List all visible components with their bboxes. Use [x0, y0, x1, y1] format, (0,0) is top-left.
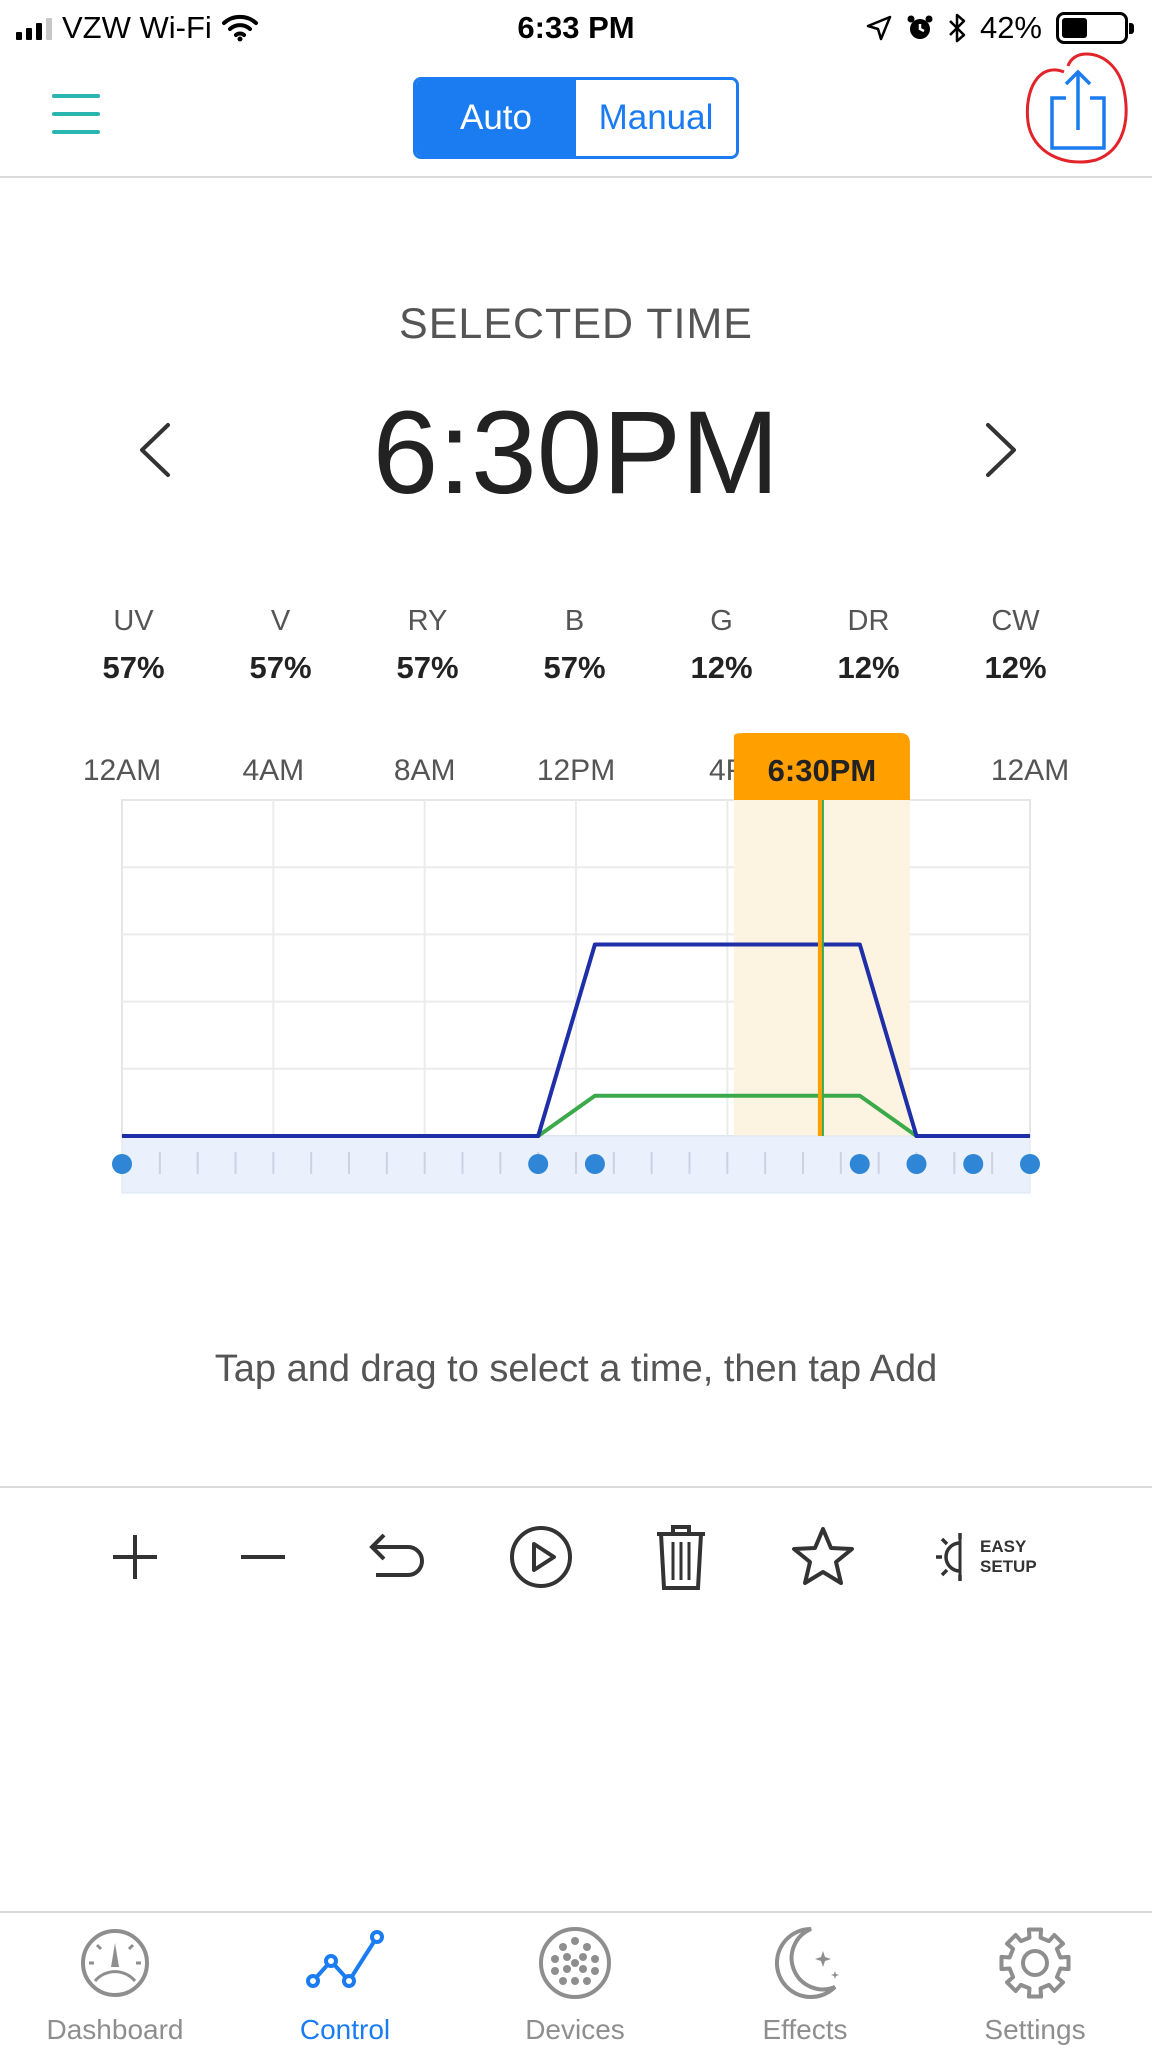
- channel-b: B 57%: [543, 605, 606, 685]
- plus-icon: [113, 1535, 157, 1579]
- share-icon: [1050, 69, 1106, 150]
- carrier-label: VZW Wi-Fi: [62, 10, 212, 45]
- location-arrow-icon: [866, 15, 892, 41]
- add-point-button[interactable]: [90, 1512, 180, 1602]
- tab-effects[interactable]: Effects: [705, 1923, 905, 2048]
- selected-time-badge-label: 6:30PM: [768, 753, 877, 788]
- selected-time-value: 6:30PM: [372, 387, 780, 519]
- mode-auto-button[interactable]: Auto: [416, 80, 576, 156]
- battery-percent: 42%: [979, 10, 1042, 45]
- schedule-point[interactable]: [906, 1154, 927, 1174]
- wifi-icon: [221, 14, 258, 42]
- tab-devices[interactable]: Devices: [475, 1923, 675, 2048]
- preview-play-button[interactable]: [496, 1512, 586, 1602]
- easy-setup-label: EASY SETUP: [980, 1537, 1037, 1576]
- channel-g: G 12%: [690, 605, 753, 685]
- series-line: [122, 942, 1030, 1138]
- prev-time-button[interactable]: [128, 415, 188, 485]
- moon-stars-icon: [774, 1926, 839, 1999]
- schedule-point[interactable]: [1020, 1154, 1040, 1174]
- x-tick-label: 12AM: [991, 754, 1069, 787]
- channel-uv: UV 57%: [102, 605, 165, 685]
- menu-icon[interactable]: [52, 94, 100, 134]
- selected-time-badge[interactable]: [733, 733, 910, 800]
- undo-icon: [369, 1533, 424, 1577]
- battery-icon: [1056, 12, 1134, 44]
- schedule-point[interactable]: [112, 1154, 132, 1174]
- share-button[interactable]: [1024, 50, 1129, 170]
- play-circle-icon: [510, 1526, 572, 1588]
- chevron-right-icon: [986, 423, 1016, 477]
- cell-signal-icon: [16, 16, 52, 40]
- undo-button[interactable]: [352, 1512, 442, 1602]
- dots-grid-icon: [539, 1927, 611, 1999]
- channel-dr: DR 12%: [837, 605, 900, 685]
- schedule-point[interactable]: [584, 1154, 605, 1174]
- gear-icon: [999, 1927, 1071, 1999]
- channel-ry: RY 57%: [396, 605, 459, 685]
- trash-icon: [657, 1525, 705, 1590]
- x-tick-label: 12PM: [537, 754, 615, 787]
- minus-icon: [241, 1555, 285, 1559]
- gauge-icon: [81, 1929, 149, 1997]
- x-tick-label: 8AM: [394, 754, 456, 787]
- channel-values: UV 57% V 57% RY 57% B 57% G 12% DR 12% CW 12%: [60, 605, 1090, 686]
- schedule-point[interactable]: [528, 1154, 549, 1174]
- nav-bar: Auto Manual: [0, 52, 1152, 178]
- chevron-left-icon: [140, 423, 170, 477]
- x-tick-label: 12AM: [83, 754, 161, 787]
- next-time-button[interactable]: [968, 415, 1028, 485]
- line-graph-icon: [306, 1930, 384, 1988]
- tab-control[interactable]: Control: [245, 1923, 445, 2048]
- channel-cw: CW 12%: [984, 605, 1047, 685]
- mode-segmented-control: Auto Manual: [413, 77, 739, 159]
- delete-button[interactable]: [636, 1512, 726, 1602]
- tab-dashboard[interactable]: Dashboard: [15, 1923, 215, 2048]
- action-toolbar: EASY SETUP: [0, 1486, 1152, 1612]
- status-bar: VZW Wi-Fi 6:33 PM 42%: [0, 0, 1152, 58]
- tab-settings[interactable]: Settings: [935, 1923, 1135, 2048]
- bluetooth-icon: [949, 13, 966, 43]
- easy-setup-button[interactable]: EASY SETUP: [934, 1512, 1064, 1602]
- favorite-button[interactable]: [778, 1512, 868, 1602]
- tab-bar: Dashboard Control Devices Effects Settin…: [0, 1911, 1152, 2048]
- status-right: 42%: [866, 10, 1134, 46]
- channel-v: V 57%: [249, 605, 312, 685]
- selected-time-label: SELECTED TIME: [399, 300, 753, 348]
- mode-manual-button[interactable]: Manual: [576, 80, 736, 156]
- alarm-icon: [907, 15, 933, 39]
- star-icon: [792, 1527, 854, 1585]
- sun-half-icon: [936, 1533, 962, 1581]
- schedule-point[interactable]: [849, 1154, 870, 1174]
- remove-point-button[interactable]: [218, 1512, 308, 1602]
- status-time: 6:33 PM: [517, 10, 635, 45]
- instruction-hint: Tap and drag to select a time, then tap …: [214, 1348, 938, 1390]
- x-tick-label: 4AM: [242, 754, 304, 787]
- schedule-point[interactable]: [963, 1154, 984, 1174]
- status-left: VZW Wi-Fi: [16, 10, 258, 46]
